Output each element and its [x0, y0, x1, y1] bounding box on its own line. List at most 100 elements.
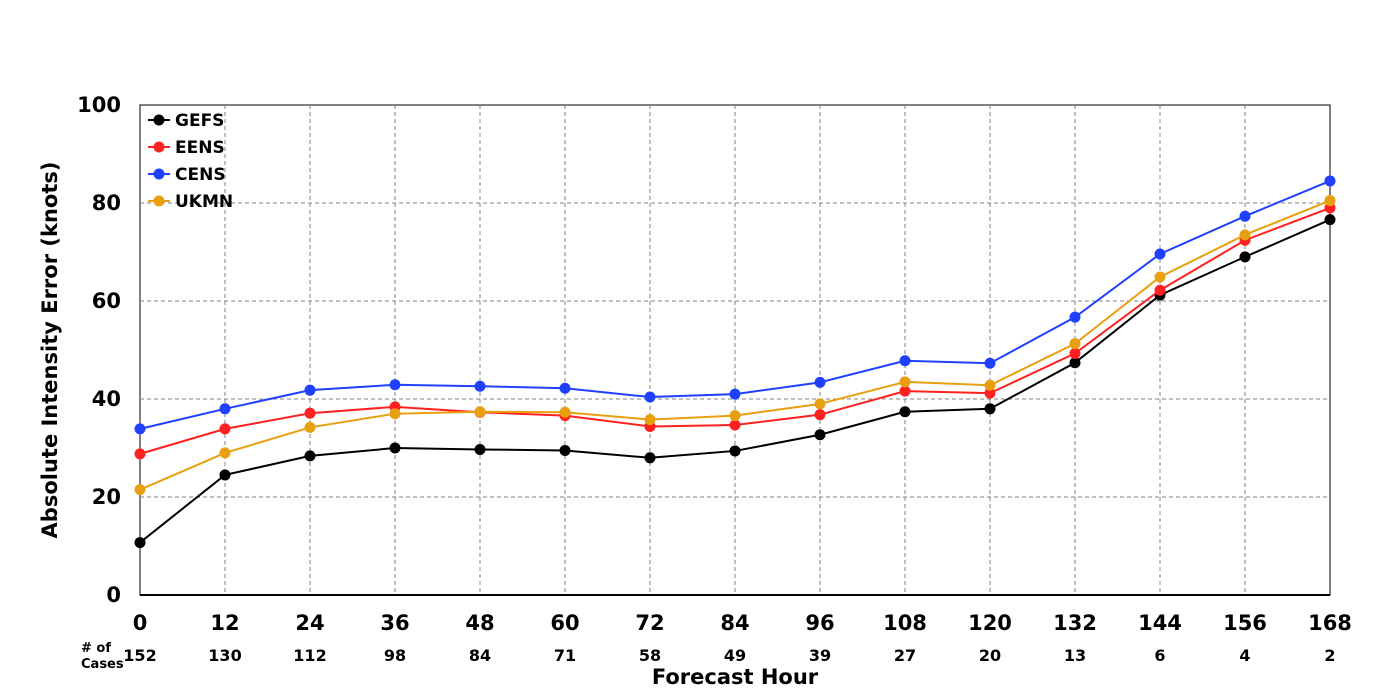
series-layer: [134, 175, 1336, 549]
case-count-label: 20: [979, 646, 1001, 665]
cases-caption-line: # of: [81, 641, 111, 656]
case-count-label: 130: [208, 646, 241, 665]
data-point: [304, 407, 316, 419]
x-tick-label: 72: [635, 611, 664, 635]
data-point: [1239, 229, 1251, 241]
x-tick-label: 0: [133, 611, 148, 635]
data-point: [559, 444, 571, 456]
case-count-label: 58: [639, 646, 661, 665]
data-point: [559, 382, 571, 394]
data-point: [219, 423, 231, 435]
case-count-label: 152: [123, 646, 156, 665]
case-count-label: 98: [384, 646, 406, 665]
legend: GEFS EENS CENS UKMN: [148, 111, 233, 212]
x-tick-label: 96: [805, 611, 834, 635]
data-point: [389, 379, 401, 391]
data-point: [134, 423, 146, 435]
cases-row: 152 130 112 98 84 71 58 49 39 27 20 13 6 4 2: [123, 646, 1335, 665]
data-point: [304, 450, 316, 462]
legend-item-cens: CENS: [148, 165, 226, 185]
data-point: [899, 406, 911, 418]
x-tick-label: 120: [968, 611, 1012, 635]
data-point: [1069, 311, 1081, 323]
data-point: [729, 388, 741, 400]
legend-item-gefs: GEFS: [148, 111, 224, 131]
data-point: [814, 398, 826, 410]
data-point: [814, 429, 826, 441]
data-point: [729, 410, 741, 422]
data-point: [814, 409, 826, 421]
data-point: [559, 406, 571, 418]
y-axis-title: Absolute Intensity Error (knots): [38, 162, 62, 539]
data-point: [389, 442, 401, 454]
data-point: [134, 537, 146, 549]
y-tick-label: 40: [92, 387, 121, 411]
case-count-label: 6: [1154, 646, 1165, 665]
y-tick-label: 20: [92, 485, 121, 509]
x-axis-ticks: 0 12 24 36 48 60 72 84 96 108 120 132 144 156 168: [133, 611, 1352, 635]
y-tick-label: 100: [77, 93, 121, 117]
data-point: [644, 391, 656, 403]
legend-marker: [153, 141, 165, 153]
data-point: [134, 448, 146, 460]
x-tick-label: 132: [1053, 611, 1097, 635]
data-point: [1154, 271, 1166, 283]
x-tick-label: 12: [210, 611, 239, 635]
data-point: [1324, 214, 1336, 226]
data-point: [899, 355, 911, 367]
data-point: [899, 376, 911, 388]
data-point: [814, 376, 826, 388]
cases-caption-line: Cases: [81, 657, 124, 672]
case-count-label: 27: [894, 646, 916, 665]
data-point: [984, 403, 996, 415]
data-point: [1154, 248, 1166, 260]
data-point: [219, 469, 231, 481]
case-count-label: 84: [469, 646, 491, 665]
case-count-label: 13: [1064, 646, 1086, 665]
data-point: [644, 452, 656, 464]
legend-item-ukmn: UKMN: [148, 192, 233, 212]
data-point: [899, 385, 911, 397]
case-count-label: 39: [809, 646, 831, 665]
legend-item-eens: EENS: [148, 138, 225, 158]
series-ukmn: [134, 195, 1336, 496]
data-point: [1324, 175, 1336, 187]
cases-caption: # of Cases: [81, 641, 124, 672]
data-point: [984, 357, 996, 369]
case-count-label: 2: [1324, 646, 1335, 665]
data-point: [389, 408, 401, 420]
legend-label: CENS: [175, 165, 226, 185]
data-point: [984, 379, 996, 391]
data-point: [304, 384, 316, 396]
legend-marker: [153, 168, 165, 180]
data-point: [134, 484, 146, 496]
x-tick-label: 144: [1138, 611, 1182, 635]
data-point: [729, 445, 741, 457]
legend-label: UKMN: [175, 192, 233, 212]
data-point: [729, 419, 741, 431]
case-count-label: 49: [724, 646, 746, 665]
y-tick-label: 0: [106, 583, 121, 607]
x-tick-label: 48: [465, 611, 494, 635]
x-tick-label: 168: [1308, 611, 1352, 635]
x-tick-label: 60: [550, 611, 579, 635]
y-tick-label: 60: [92, 289, 121, 313]
data-point: [1069, 347, 1081, 359]
x-tick-label: 108: [883, 611, 927, 635]
y-axis-ticks: 0 20 40 60 80 100: [77, 93, 121, 607]
data-point: [1069, 357, 1081, 369]
x-axis-title: Forecast Hour: [652, 665, 819, 689]
data-point: [1324, 195, 1336, 207]
x-tick-label: 84: [720, 611, 749, 635]
data-point: [474, 443, 486, 455]
legend-marker: [153, 114, 165, 126]
data-point: [474, 380, 486, 392]
legend-marker: [153, 195, 165, 207]
y-tick-label: 80: [92, 191, 121, 215]
data-point: [1239, 210, 1251, 222]
x-tick-label: 24: [295, 611, 324, 635]
legend-label: GEFS: [175, 111, 224, 131]
data-point: [474, 406, 486, 418]
